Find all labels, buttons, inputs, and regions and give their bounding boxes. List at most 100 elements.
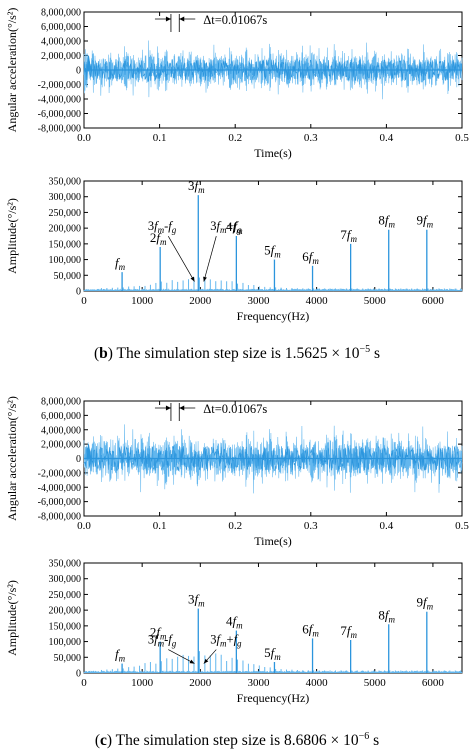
- y-tick-label: 4,000,000: [41, 425, 81, 436]
- y-tick-label: 250,000: [49, 208, 82, 219]
- y-tick-label: 6,000,000: [41, 411, 81, 422]
- caption-b-unit: s: [370, 345, 380, 362]
- y-tick-label: 200,000: [49, 224, 82, 235]
- delta-t-arrowhead-left: [165, 16, 171, 22]
- panel-b-frequency-chart: 0 1000 2000 3000 4000 5000 6000 0 50,000 100,000 1…: [5, 177, 463, 323]
- x-tick-label: 0.4: [380, 132, 394, 144]
- y-tick-label: 8,000,000: [41, 397, 81, 408]
- x-tick-label: 0.0: [77, 132, 91, 144]
- x-tick-label: 2000: [189, 677, 212, 689]
- panel-c-time-chart: 0.0 0.1 0.2 0.3 0.4 0.5 8,000,000 6,000,000 4,00…: [5, 396, 469, 548]
- harmonic-label: 3fm: [188, 178, 205, 195]
- y-axis-title: Angular acceleration(°/s²): [5, 396, 19, 521]
- y-tick-label: 0: [76, 287, 81, 298]
- caption-b-text: The simulation step size is 1.5625 × 10: [113, 345, 360, 362]
- y-tick-label: 250,000: [49, 590, 82, 601]
- sideband-label: 3fm-fg: [148, 219, 177, 235]
- x-axis-title: Frequency(Hz): [237, 309, 310, 323]
- x-axis-title: Time(s): [254, 534, 292, 548]
- harmonic-label: 6fm: [302, 621, 319, 638]
- y-tick-label: 50,000: [54, 271, 82, 282]
- x-tick-label: 5000: [364, 295, 387, 307]
- y-tick-label: 350,000: [49, 559, 82, 570]
- x-tick-label: 0.4: [380, 520, 394, 532]
- x-tick-label: 0.2: [228, 520, 242, 532]
- sideband-arrow: [203, 236, 217, 282]
- sideband-arrowhead: [190, 276, 195, 282]
- delta-t-arrowhead-right: [179, 16, 185, 22]
- y-tick-label: -8,000,000: [38, 124, 81, 135]
- y-tick-label: -8,000,000: [38, 512, 81, 523]
- caption-c-text: The simulation step size is 8.6806 × 10: [112, 732, 359, 749]
- y-tick-label: 0: [76, 669, 81, 680]
- y-tick-label: 150,000: [49, 621, 82, 632]
- caption-b: (b) The simulation step size is 1.5625 ×…: [94, 344, 380, 362]
- x-tick-label: 3000: [247, 677, 270, 689]
- startup-transient: [86, 444, 92, 459]
- harmonic-label: 5fm: [264, 645, 281, 662]
- x-tick-label: 0: [81, 677, 87, 689]
- y-tick-label: -6,000,000: [38, 497, 81, 508]
- harmonic-label: 3fm: [188, 592, 205, 609]
- y-tick-label: 2,000,000: [41, 440, 81, 451]
- sideband-arrow: [168, 649, 195, 664]
- x-tick-label: 0.5: [455, 132, 469, 144]
- y-tick-label: 300,000: [49, 192, 82, 203]
- x-tick-label: 0.1: [153, 520, 167, 532]
- x-tick-label: 6000: [422, 677, 445, 689]
- x-tick-label: 1000: [131, 295, 154, 307]
- x-axis-title: Time(s): [254, 146, 292, 160]
- harmonic-label: 4fm: [226, 219, 243, 236]
- harmonic-label: 8fm: [378, 213, 395, 230]
- y-axis-title: Amplitude(°/s²): [5, 580, 19, 656]
- y-tick-label: -6,000,000: [38, 109, 81, 120]
- y-tick-label: -2,000,000: [38, 468, 81, 479]
- x-tick-label: 0.0: [77, 520, 91, 532]
- harmonic-label: 9fm: [417, 213, 434, 230]
- x-tick-label: 2000: [189, 295, 212, 307]
- y-axis-title: Angular acceleration(°/s²): [5, 8, 19, 133]
- y-tick-label: 200,000: [49, 606, 82, 617]
- caption-b-letter: b: [99, 345, 108, 362]
- sideband-arrowhead: [189, 659, 195, 664]
- x-tick-label: 1000: [131, 677, 154, 689]
- harmonic-label: 2fm: [150, 230, 167, 247]
- caption-c-letter: c: [100, 732, 107, 749]
- x-tick-label: 0.2: [228, 132, 242, 144]
- x-tick-label: 4000: [306, 677, 329, 689]
- sideband-label: 3fm+fg: [210, 633, 242, 649]
- sideband-arrowhead: [203, 658, 209, 664]
- x-tick-label: 6000: [422, 295, 445, 307]
- delta-t-arrowhead-left: [165, 405, 171, 411]
- harmonic-label: 7fm: [340, 623, 357, 640]
- harmonic-label: fm: [115, 647, 126, 664]
- panel-b-time-chart: 0.0 0.1 0.2 0.3 0.4 0.5 8,000,000 6,000,000 4,00…: [5, 8, 469, 161]
- y-tick-label: 300,000: [49, 574, 82, 585]
- delta-t-arrowhead-right: [179, 405, 185, 411]
- y-tick-label: 6,000,000: [41, 22, 81, 33]
- harmonic-label: 8fm: [378, 607, 395, 624]
- x-tick-label: 3000: [247, 295, 270, 307]
- harmonic-label: 5fm: [264, 243, 281, 260]
- sideband-arrow: [167, 235, 195, 282]
- harmonic-label: 6fm: [302, 249, 319, 266]
- x-tick-label: 0.3: [304, 520, 318, 532]
- y-tick-label: 100,000: [49, 255, 82, 266]
- y-tick-label: 2,000,000: [41, 51, 81, 62]
- x-tick-label: 0: [81, 295, 87, 307]
- panel-c-frequency-chart: 0 1000 2000 3000 4000 5000 6000 0 50,000 100,000 1…: [5, 559, 463, 705]
- x-axis-title: Frequency(Hz): [237, 691, 310, 705]
- caption-c: (c) The simulation step size is 8.6806 ×…: [95, 731, 379, 749]
- x-tick-label: 4000: [306, 295, 329, 307]
- noise-floor: [83, 288, 463, 292]
- y-tick-label: 4,000,000: [41, 37, 81, 48]
- y-tick-label: -4,000,000: [38, 483, 81, 494]
- y-tick-label: 100,000: [49, 637, 82, 648]
- caption-c-unit: s: [369, 732, 379, 749]
- y-tick-label: -4,000,000: [38, 95, 81, 106]
- delta-t-label: Δt=0.01067s: [203, 13, 267, 27]
- y-tick-label: 50,000: [54, 653, 82, 664]
- harmonic-label: 9fm: [417, 595, 434, 612]
- x-tick-label: 0.1: [153, 132, 167, 144]
